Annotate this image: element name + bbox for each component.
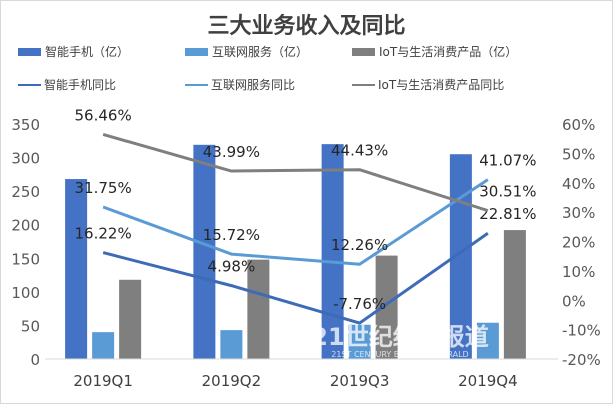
legend-item-internet-yoy: 互联网服务同比 <box>185 76 295 93</box>
x-axis-tick: 2019Q3 <box>330 372 390 390</box>
legend-swatch <box>185 47 208 56</box>
bar-3-2019Q2 <box>247 259 270 359</box>
data-label: 30.51% <box>479 183 536 201</box>
bar-2-2019Q2 <box>220 330 243 359</box>
left-axis-tick: 300 <box>11 150 40 168</box>
legend-item-internet: 互联网服务（亿） <box>185 43 308 60</box>
left-axis-tick: 100 <box>11 284 40 302</box>
legend-label: 智能手机同比 <box>44 78 117 92</box>
bar-3-2019Q1 <box>119 279 142 359</box>
legend-label: 互联网服务（亿） <box>212 45 309 59</box>
left-axis-tick: 150 <box>11 250 40 268</box>
left-axis-tick: 0 <box>30 351 40 369</box>
left-axis-tick: 50 <box>21 317 40 335</box>
legend-swatch <box>18 47 41 56</box>
data-label: 22.81% <box>479 205 536 223</box>
legend-item-smartphone-yoy: 智能手机同比 <box>18 76 116 93</box>
line-series-2 <box>102 178 489 266</box>
bar-2-2019Q3 <box>348 324 371 359</box>
data-label: 44.43% <box>331 142 388 160</box>
x-axis-tick: 2019Q1 <box>73 372 133 390</box>
legend-line <box>18 83 41 86</box>
data-label: 56.46% <box>75 106 132 124</box>
legend-line <box>185 83 208 86</box>
legend-label: IoT与生活消费产品（亿） <box>379 45 518 59</box>
data-label: 41.07% <box>479 152 536 170</box>
right-axis-tick: 40% <box>562 175 595 193</box>
right-axis-tick: 60% <box>562 116 595 134</box>
left-axis-tick: 350 <box>11 116 40 134</box>
data-label: 15.72% <box>203 226 260 244</box>
right-axis-tick: 50% <box>562 145 595 163</box>
right-axis-tick: 20% <box>562 234 595 252</box>
chart-title: 三大业务收入及同比 <box>207 14 406 39</box>
line-series-1 <box>102 232 489 325</box>
legend-item-iot: IoT与生活消费产品（亿） <box>352 43 517 60</box>
right-axis-tick: 30% <box>562 204 595 222</box>
left-axis-tick: 250 <box>11 183 40 201</box>
bar-3-2019Q3 <box>375 255 398 359</box>
right-axis-tick: -10% <box>562 322 601 340</box>
legend-line <box>352 83 375 86</box>
data-label: 12.26% <box>331 236 388 254</box>
watermark-logo: 21世纪经济报道 <box>311 323 488 351</box>
bar-1-2019Q2 <box>193 144 216 359</box>
bar-1-2019Q3 <box>321 144 344 359</box>
data-label: 31.75% <box>75 179 132 197</box>
data-label: 16.22% <box>75 225 132 243</box>
watermark-logo-en: 21ST CENTURY BUSINESS HERALD <box>331 350 468 359</box>
data-label: 43.99% <box>203 143 260 161</box>
line-series-3 <box>102 132 489 213</box>
bar-3-2019Q4 <box>503 230 526 359</box>
data-label: 4.98% <box>208 258 256 276</box>
x-axis-tick: 2019Q2 <box>202 372 262 390</box>
bar-1-2019Q1 <box>65 179 88 359</box>
bar-2-2019Q1 <box>92 332 115 359</box>
right-axis-tick: 10% <box>562 263 595 281</box>
left-axis-tick: 200 <box>11 217 40 235</box>
right-axis-tick: 0% <box>562 292 586 310</box>
legend-item-iot-yoy: IoT与生活消费产品同比 <box>352 76 504 93</box>
legend-swatch <box>352 47 375 56</box>
legend-label: 互联网服务同比 <box>211 78 296 92</box>
bar-1-2019Q4 <box>449 154 472 359</box>
bar-2-2019Q4 <box>476 322 499 359</box>
legend-item-smartphone: 智能手机（亿） <box>18 43 129 60</box>
data-label: -7.76% <box>333 295 386 313</box>
legend-label: IoT与生活消费产品同比 <box>378 78 505 92</box>
legend-label: 智能手机（亿） <box>45 45 130 59</box>
x-axis-tick: 2019Q4 <box>458 372 518 390</box>
right-axis-tick: -20% <box>562 351 601 369</box>
